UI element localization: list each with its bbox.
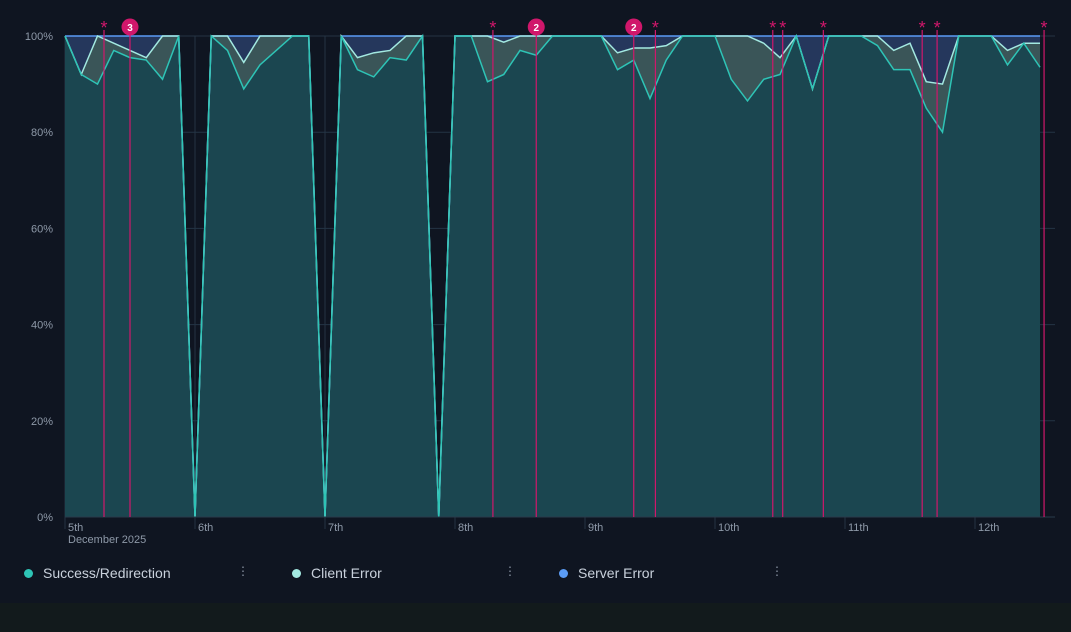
- x-tick-label: 12th: [978, 522, 999, 534]
- annotation-badge: [527, 18, 545, 36]
- success-area: [65, 36, 1040, 517]
- annotation-star-icon: *: [100, 18, 107, 38]
- annotation-star-icon: *: [1041, 18, 1048, 38]
- legend-label: Server Error: [578, 565, 655, 581]
- annotation-badge-count: 2: [631, 23, 637, 34]
- legend: Success/Redirection ⋮ Client Error ⋮ Ser…: [0, 565, 1071, 585]
- kebab-menu-icon[interactable]: ⋮: [771, 564, 783, 578]
- annotation-star-icon: *: [934, 18, 941, 38]
- x-sublabel: December 2025: [68, 534, 146, 546]
- annotation-star-icon: *: [779, 18, 786, 38]
- y-tick-label: 0%: [37, 512, 53, 524]
- legend-item-success[interactable]: Success/Redirection: [24, 565, 171, 581]
- y-tick-label: 40%: [31, 320, 53, 332]
- legend-label: Success/Redirection: [43, 565, 171, 581]
- legend-item-client-error[interactable]: Client Error: [292, 565, 382, 581]
- y-tick-label: 100%: [25, 31, 53, 43]
- footer-bar: [0, 603, 1071, 632]
- annotation-star-icon: *: [919, 18, 926, 38]
- success-line: [64, 33, 1041, 518]
- y-tick-label: 80%: [31, 127, 53, 139]
- legend-label: Client Error: [311, 565, 382, 581]
- x-tick-label: 8th: [458, 522, 473, 534]
- kebab-menu-icon[interactable]: ⋮: [504, 564, 516, 578]
- legend-dot-server-error: [559, 568, 568, 578]
- annotation-badge-count: 2: [533, 23, 539, 34]
- annotation-badge: [121, 18, 139, 36]
- annotation-star-icon: *: [769, 18, 776, 38]
- x-tick-label: 6th: [198, 522, 213, 534]
- annotation-star-icon: *: [820, 18, 827, 38]
- x-tick-label: 5th: [68, 522, 83, 534]
- x-tick-label: 11th: [848, 522, 869, 534]
- x-tick-label: 10th: [718, 522, 739, 534]
- annotation-badge-count: 3: [127, 23, 133, 34]
- x-tick-label: 9th: [588, 522, 603, 534]
- annotation-star-icon: *: [489, 18, 496, 38]
- x-tick-label: 7th: [328, 522, 343, 534]
- annotation-badge: [625, 18, 643, 36]
- y-tick-label: 60%: [31, 223, 53, 235]
- kebab-menu-icon[interactable]: ⋮: [237, 564, 249, 578]
- legend-item-server-error[interactable]: Server Error: [559, 565, 654, 581]
- legend-dot-success: [24, 568, 33, 578]
- legend-dot-client-error: [292, 568, 301, 578]
- status-percentage-chart: 0% 20% 40% 60% 80% 100% 5th 6th 7th 8th 9th 10th 11t…: [25, 18, 1055, 546]
- annotation-star-icon: *: [652, 18, 659, 38]
- y-tick-label: 20%: [31, 416, 53, 428]
